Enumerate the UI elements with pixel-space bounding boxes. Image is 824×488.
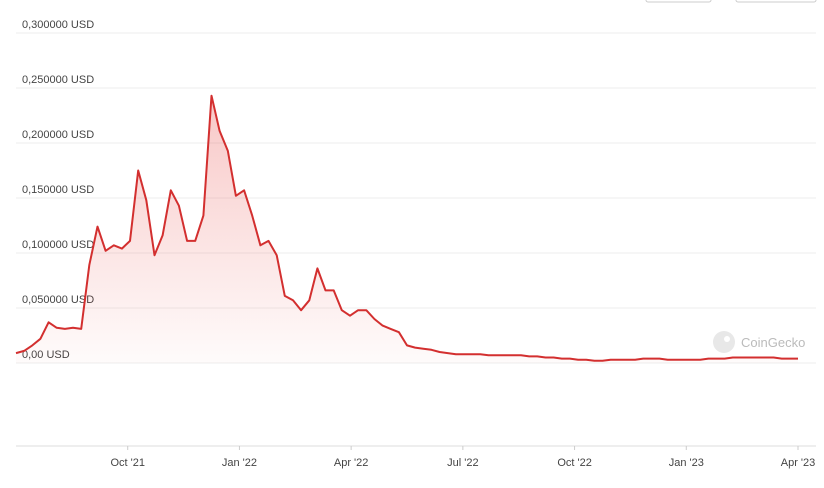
watermark: CoinGecko xyxy=(713,331,805,353)
price-line xyxy=(15,94,798,362)
y-tick-label: 0,100000 USD xyxy=(22,239,94,251)
y-tick-label: 0,150000 USD xyxy=(22,184,94,196)
x-tick-label: Oct '21 xyxy=(110,457,145,469)
watermark-text: CoinGecko xyxy=(741,335,805,350)
x-tick-label: Oct '22 xyxy=(557,457,592,469)
y-tick-label: 0,300000 USD xyxy=(22,19,94,31)
x-tick-label: Jul '22 xyxy=(447,457,478,469)
y-tick-label: 0,050000 USD xyxy=(22,294,94,306)
x-tick-label: Apr '23 xyxy=(781,457,816,469)
x-tick-label: Apr '22 xyxy=(334,457,369,469)
y-tick-label: 0,200000 USD xyxy=(22,129,94,141)
y-tick-label: 0,250000 USD xyxy=(22,74,94,86)
range-button[interactable] xyxy=(645,0,712,3)
x-tick-label: Jan '22 xyxy=(222,457,257,469)
area xyxy=(16,95,798,363)
x-tick-label: Jan '23 xyxy=(669,457,704,469)
range-button[interactable] xyxy=(735,0,817,3)
